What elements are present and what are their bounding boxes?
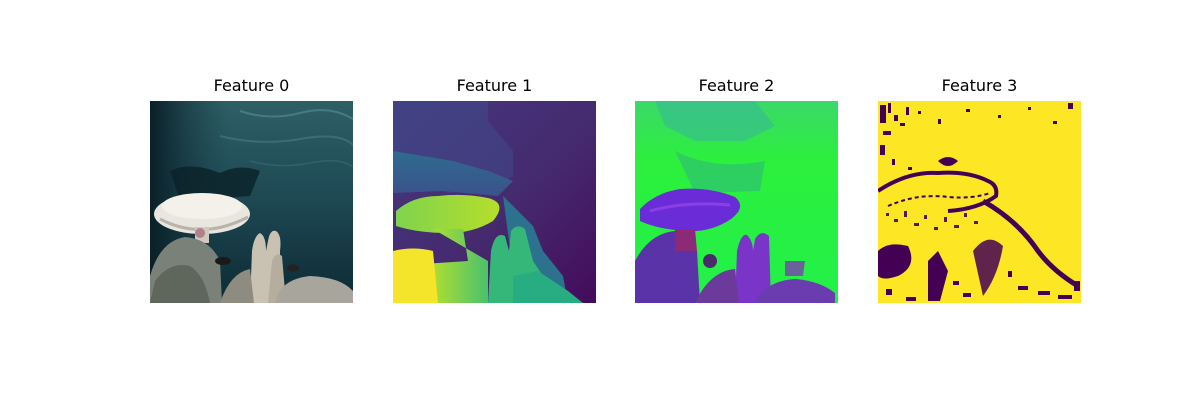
panel-feature-3: Feature 3 xyxy=(878,74,1081,304)
surface-normals-map xyxy=(635,101,838,303)
panel-title: Feature 2 xyxy=(698,76,775,95)
panel-title: Feature 0 xyxy=(213,76,290,95)
underwater-coral-photo xyxy=(150,101,353,303)
binary-mask xyxy=(878,101,1081,303)
panel-feature-0: Feature 0 xyxy=(150,74,353,304)
panel-feature-1: Feature 1 xyxy=(393,74,596,304)
panel-title: Feature 1 xyxy=(456,76,533,95)
panel-feature-2: Feature 2 xyxy=(635,74,838,304)
depth-map xyxy=(393,101,596,303)
panel-title: Feature 3 xyxy=(941,76,1018,95)
